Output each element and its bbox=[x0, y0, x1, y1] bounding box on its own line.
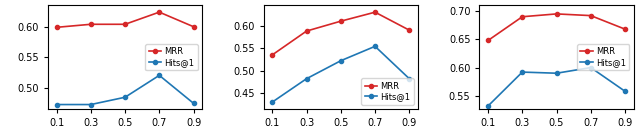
Line: MRR: MRR bbox=[486, 12, 627, 43]
MRR bbox=[52, 27, 60, 28]
Line: Hits@1: Hits@1 bbox=[486, 66, 627, 108]
Hits@1 bbox=[303, 78, 310, 80]
MRR bbox=[484, 40, 492, 41]
Hits@1 bbox=[337, 60, 345, 61]
MRR bbox=[121, 24, 129, 25]
Hits@1 bbox=[189, 103, 197, 104]
Hits@1 bbox=[52, 104, 60, 105]
Hits@1 bbox=[121, 96, 129, 98]
MRR bbox=[303, 30, 310, 32]
Line: Hits@1: Hits@1 bbox=[270, 44, 412, 104]
MRR bbox=[337, 20, 345, 22]
Hits@1 bbox=[87, 104, 95, 105]
MRR bbox=[518, 16, 526, 18]
Legend: MRR, Hits@1: MRR, Hits@1 bbox=[577, 44, 629, 70]
Hits@1 bbox=[587, 67, 595, 68]
MRR bbox=[621, 28, 629, 30]
MRR bbox=[371, 11, 379, 13]
MRR bbox=[587, 15, 595, 16]
Hits@1 bbox=[371, 46, 379, 47]
Line: MRR: MRR bbox=[54, 10, 196, 29]
Legend: MRR, Hits@1: MRR, Hits@1 bbox=[361, 78, 413, 105]
Hits@1 bbox=[156, 75, 163, 76]
Line: Hits@1: Hits@1 bbox=[54, 73, 196, 107]
Hits@1 bbox=[484, 105, 492, 107]
MRR bbox=[156, 11, 163, 13]
MRR bbox=[268, 54, 276, 56]
MRR bbox=[189, 26, 197, 27]
MRR bbox=[553, 13, 561, 15]
Hits@1 bbox=[518, 71, 526, 73]
MRR bbox=[87, 24, 95, 25]
Hits@1 bbox=[268, 101, 276, 103]
Hits@1 bbox=[621, 90, 629, 92]
Hits@1 bbox=[553, 72, 561, 74]
Hits@1 bbox=[406, 78, 413, 80]
Line: MRR: MRR bbox=[270, 10, 412, 57]
MRR bbox=[406, 29, 413, 31]
Legend: MRR, Hits@1: MRR, Hits@1 bbox=[145, 44, 198, 70]
